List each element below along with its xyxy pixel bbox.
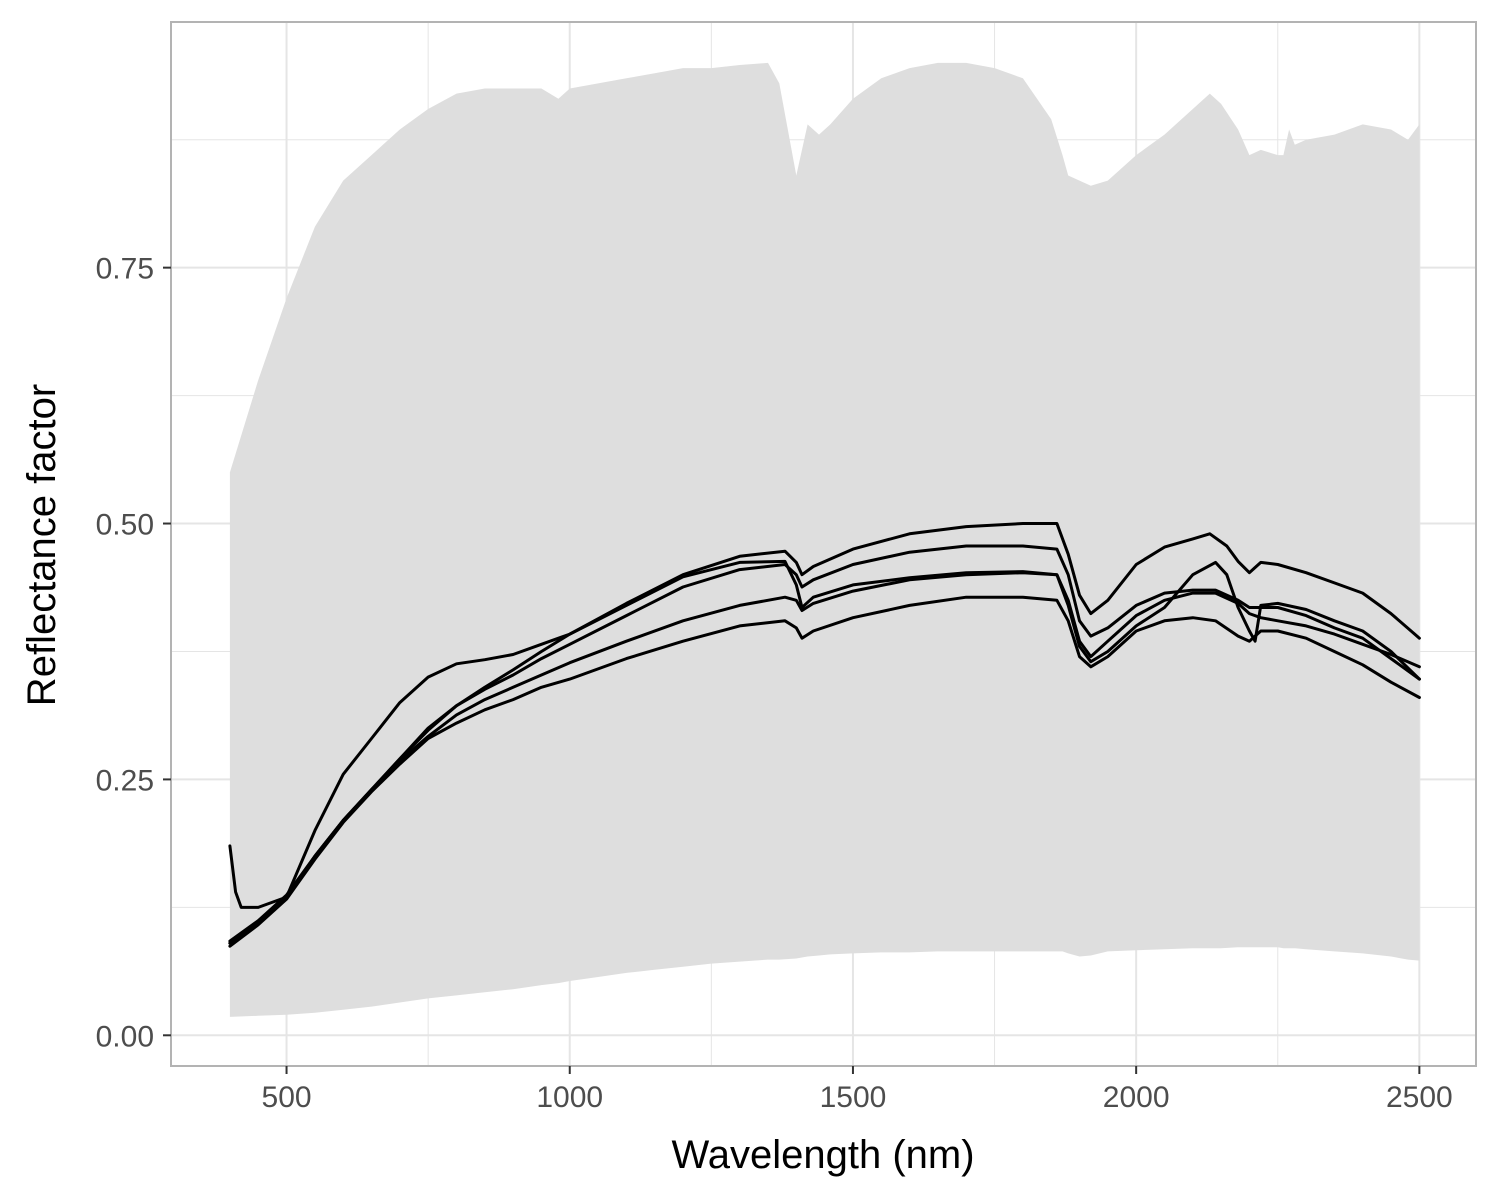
x-tick-label: 2500 (1386, 1081, 1453, 1114)
panel-border (170, 21, 1477, 1067)
x-axis-title: Wavelength (nm) (671, 1133, 974, 1177)
spectrum-line-5 (228, 544, 1421, 945)
spectrum-line-3 (228, 571, 1421, 943)
spectrum-line-4 (228, 595, 1421, 948)
spectrum-line-1 (228, 559, 1421, 909)
reflectance-range-band (229, 62, 1420, 1017)
x-tick-label: 1000 (536, 1081, 603, 1114)
y-tick-label: 0.75 (96, 253, 154, 286)
x-tick-label: 1500 (820, 1081, 887, 1114)
y-axis-title: Reflectance factor (20, 384, 64, 706)
y-tick-label: 0.25 (96, 764, 154, 797)
x-tick-label: 500 (262, 1081, 312, 1114)
plot-area: 500 1000 1500 2000 2500 0.00 0.25 0.50 0.75 (96, 21, 1477, 1114)
x-tick-label: 2000 (1103, 1081, 1170, 1114)
y-tick-label: 0.50 (96, 509, 154, 542)
y-tick-label: 0.00 (96, 1020, 154, 1053)
